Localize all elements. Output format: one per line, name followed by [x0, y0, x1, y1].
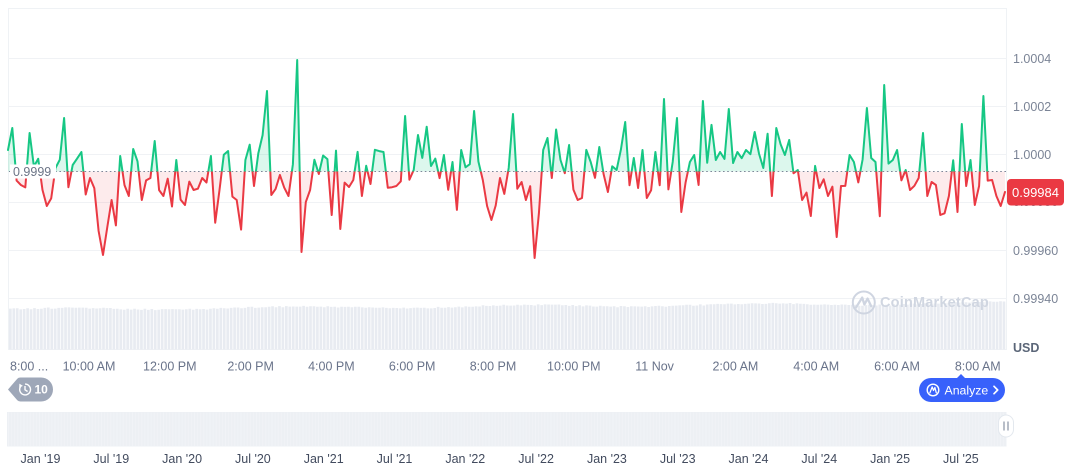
svg-text:2:00 AM: 2:00 AM [712, 360, 758, 374]
svg-text:Analyze: Analyze [945, 383, 989, 397]
svg-text:4:00 AM: 4:00 AM [793, 360, 839, 374]
svg-text:Jan '25: Jan '25 [870, 452, 910, 466]
svg-text:USD: USD [1013, 341, 1039, 355]
svg-text:10: 10 [35, 383, 49, 397]
svg-text:Jul '23: Jul '23 [660, 452, 696, 466]
svg-text:0.9999: 0.9999 [13, 165, 51, 179]
svg-text:Jul '19: Jul '19 [93, 452, 129, 466]
svg-text:0.99940: 0.99940 [1013, 292, 1058, 306]
svg-text:CoinMarketCap: CoinMarketCap [880, 295, 989, 311]
svg-text:10:00 AM: 10:00 AM [63, 360, 116, 374]
svg-text:1.0000: 1.0000 [1013, 148, 1051, 162]
svg-text:8:00 PM: 8:00 PM [470, 360, 517, 374]
svg-text:Jan '20: Jan '20 [162, 452, 202, 466]
svg-text:11 Nov: 11 Nov [635, 360, 674, 374]
svg-text:Jan '24: Jan '24 [729, 452, 769, 466]
svg-text:10:00 PM: 10:00 PM [547, 360, 601, 374]
svg-text:0.99960: 0.99960 [1013, 244, 1058, 258]
svg-text:Jul '20: Jul '20 [235, 452, 271, 466]
svg-text:Jan '23: Jan '23 [587, 452, 627, 466]
svg-text:Jan '22: Jan '22 [445, 452, 485, 466]
svg-text:Jul '22: Jul '22 [518, 452, 554, 466]
svg-text:2:00 PM: 2:00 PM [227, 360, 274, 374]
svg-text:6:00 AM: 6:00 AM [874, 360, 920, 374]
svg-text:8:00 ...: 8:00 ... [10, 360, 48, 374]
svg-text:Jan '21: Jan '21 [304, 452, 344, 466]
svg-text:4:00 PM: 4:00 PM [308, 360, 355, 374]
svg-text:12:00 PM: 12:00 PM [143, 360, 197, 374]
svg-text:Jul '25: Jul '25 [943, 452, 979, 466]
svg-text:8:00 AM: 8:00 AM [955, 360, 1001, 374]
svg-text:Jul '24: Jul '24 [801, 452, 837, 466]
svg-text:6:00 PM: 6:00 PM [389, 360, 436, 374]
svg-text:Jan '19: Jan '19 [21, 452, 61, 466]
svg-text:1.0004: 1.0004 [1013, 52, 1051, 66]
svg-text:1.0002: 1.0002 [1013, 100, 1051, 114]
svg-text:0.99984: 0.99984 [1012, 185, 1059, 200]
svg-text:Jul '21: Jul '21 [377, 452, 413, 466]
